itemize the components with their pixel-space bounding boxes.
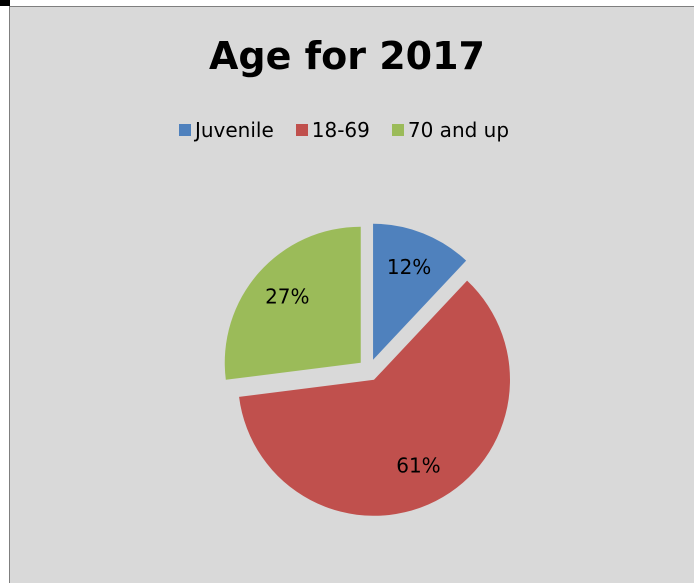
pie-slice-juvenile bbox=[373, 223, 467, 360]
legend-swatch-18-69 bbox=[295, 124, 308, 136]
pie-slice-70-and-up bbox=[224, 226, 361, 380]
legend-label-18-69: 18-69 bbox=[311, 118, 370, 142]
legend-swatch-70-and-up bbox=[391, 124, 404, 136]
chart-title: Age for 2017 bbox=[209, 34, 485, 78]
legend-item-juvenile: Juvenile bbox=[178, 118, 274, 142]
pie-slice-18-69 bbox=[239, 280, 510, 516]
legend-label-70-and-up: 70 and up bbox=[407, 118, 510, 142]
data-label-juvenile: 12% bbox=[387, 255, 431, 279]
legend-label-juvenile: Juvenile bbox=[194, 118, 274, 142]
legend-swatch-juvenile bbox=[178, 124, 191, 136]
top-left-mark bbox=[0, 0, 10, 6]
legend-item-70-and-up: 70 and up bbox=[391, 118, 510, 142]
data-label-18-69: 61% bbox=[396, 454, 440, 478]
data-label-70-and-up: 27% bbox=[265, 284, 309, 308]
legend: Juvenile 18-69 70 and up bbox=[0, 118, 694, 142]
legend-item-18-69: 18-69 bbox=[295, 118, 370, 142]
